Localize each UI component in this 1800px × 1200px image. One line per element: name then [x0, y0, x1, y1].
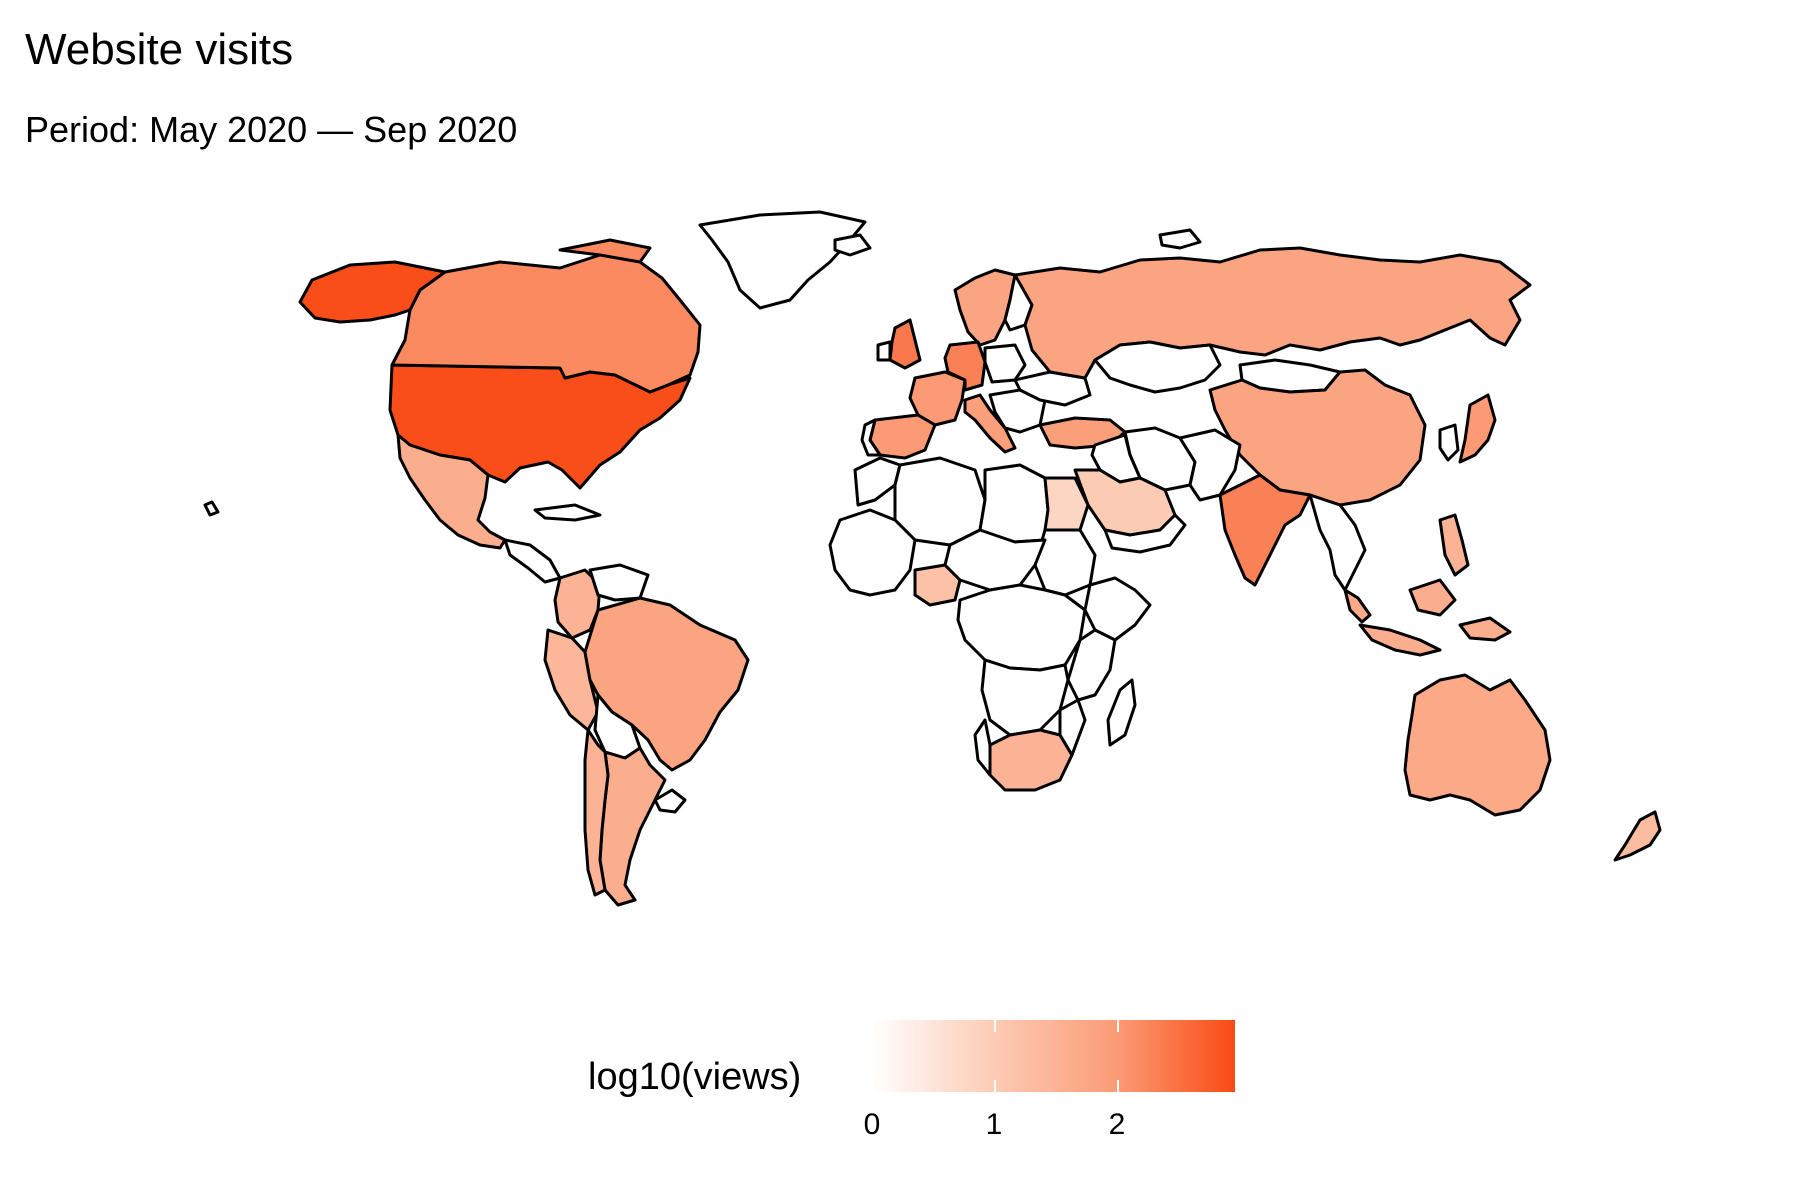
- region-morocco-west-sahara: [853, 456, 902, 507]
- map-title: Website visits: [25, 25, 294, 74]
- region-central-america: [503, 538, 562, 584]
- region-mozambique: [1058, 698, 1087, 757]
- region-philippines: [1438, 513, 1470, 577]
- region-spain: [868, 413, 937, 460]
- region-ethiopia-somalia: [1083, 576, 1152, 642]
- region-yemen-oman: [1103, 513, 1187, 554]
- region-united-kingdom: [888, 318, 922, 370]
- region-russia: [1013, 246, 1532, 380]
- region-indonesia: [1358, 578, 1512, 657]
- region-scandinavia: [953, 268, 1017, 347]
- region-east-africa: [1066, 628, 1117, 702]
- region-australia: [1403, 673, 1552, 817]
- map-subtitle: Period: May 2020 — Sep 2020: [25, 109, 518, 150]
- region-canada: [390, 238, 702, 394]
- region-new-zealand: [1613, 810, 1662, 862]
- region-svalbard-arctic: [1158, 228, 1202, 250]
- region-greenland: [698, 210, 867, 310]
- region-argentina: [598, 746, 667, 907]
- region-india: [1218, 473, 1312, 587]
- region-chad-niger: [943, 528, 1047, 592]
- region-chile: [583, 728, 610, 897]
- region-china: [1208, 368, 1427, 507]
- region-ireland: [876, 340, 892, 362]
- region-south-africa: [988, 728, 1074, 792]
- region-japan: [1458, 393, 1497, 464]
- region-alaska: [298, 260, 447, 324]
- region-libya: [978, 463, 1050, 544]
- region-poland: [983, 343, 1027, 384]
- region-germany: [943, 340, 987, 392]
- region-italy: [963, 393, 1017, 454]
- region-southeast-asia: [1308, 493, 1367, 592]
- region-colombia: [553, 568, 602, 640]
- region-malaysia: [1343, 588, 1372, 624]
- region-cuba: [533, 503, 602, 522]
- region-iceland: [833, 233, 872, 257]
- region-portugal: [860, 418, 882, 457]
- region-west-africa: [828, 508, 917, 597]
- region-namibia-botswana: [973, 718, 992, 777]
- region-korea: [1438, 423, 1460, 462]
- region-hawaii: [203, 500, 220, 517]
- region-kazakhstan: [1093, 340, 1222, 394]
- region-venezuela: [588, 563, 650, 602]
- region-angola-zambia: [980, 658, 1070, 737]
- region-madagascar: [1106, 678, 1137, 747]
- region-uruguay: [653, 788, 687, 814]
- region-sudan: [1033, 528, 1097, 597]
- region-central-africa: [956, 583, 1087, 672]
